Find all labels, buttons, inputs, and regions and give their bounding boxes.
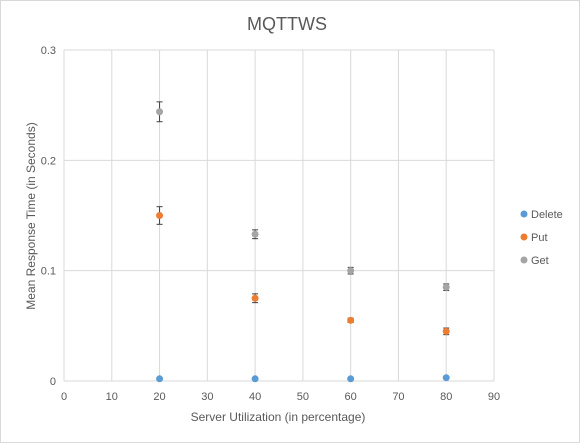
x-tick-label: 70 xyxy=(392,391,404,403)
x-axis-label: Server Utilization (in percentage) xyxy=(191,410,366,424)
legend-label-put: Put xyxy=(531,232,548,244)
x-tick-label: 90 xyxy=(488,391,500,403)
point-get xyxy=(347,267,355,275)
point-get xyxy=(442,283,450,291)
legend-marker-put xyxy=(520,233,528,241)
grid xyxy=(63,49,495,382)
data-points xyxy=(156,101,450,383)
x-tick-label: 10 xyxy=(106,391,118,403)
legend-marker-get xyxy=(520,256,528,264)
x-tick-label: 30 xyxy=(201,391,213,403)
x-tick-label: 0 xyxy=(61,391,67,403)
point-get xyxy=(156,108,164,116)
x-axis-ticks: 0 10 20 30 40 50 60 70 80 90 xyxy=(61,391,500,403)
y-tick-label: 0.1 xyxy=(41,266,56,278)
y-tick-label: 0.2 xyxy=(41,155,56,167)
x-tick-label: 50 xyxy=(297,391,309,403)
point-delete xyxy=(156,375,164,383)
y-tick-label: 0.3 xyxy=(41,45,56,57)
legend-label-get: Get xyxy=(531,255,549,267)
y-axis-label: Mean Response Time (in Seconds) xyxy=(24,122,38,309)
x-tick-label: 80 xyxy=(440,391,452,403)
point-put xyxy=(347,316,355,324)
y-axis-ticks: 0 0.1 0.2 0.3 xyxy=(41,45,56,388)
point-put xyxy=(251,294,259,302)
x-tick-label: 40 xyxy=(249,391,261,403)
chart-title: MQTTWS xyxy=(247,14,327,34)
legend-label-delete: Delete xyxy=(531,209,563,221)
legend-marker-delete xyxy=(520,210,528,218)
legend: Delete Put Get xyxy=(520,209,563,267)
y-tick-label: 0 xyxy=(50,376,56,388)
point-delete xyxy=(442,374,450,382)
point-delete xyxy=(347,375,355,383)
point-put xyxy=(156,212,164,219)
point-put xyxy=(442,327,450,335)
point-delete xyxy=(251,375,259,383)
point-get xyxy=(251,230,259,238)
x-tick-label: 60 xyxy=(345,391,357,403)
x-tick-label: 20 xyxy=(153,391,165,403)
